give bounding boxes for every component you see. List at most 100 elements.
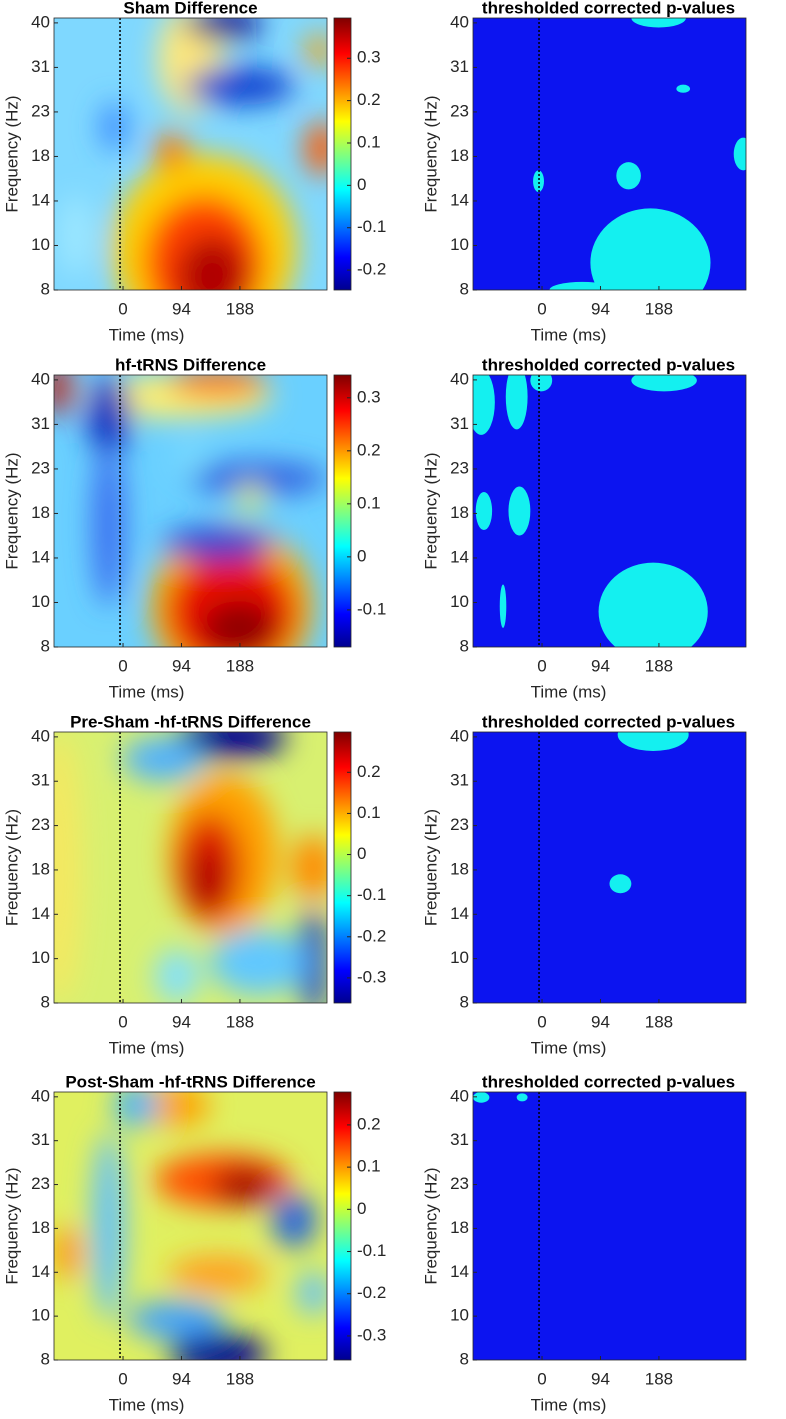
heatmap-blob <box>144 1092 210 1127</box>
heatmap-blob <box>176 235 248 290</box>
y-tick-label: 8 <box>41 279 50 298</box>
y-tick-label: 10 <box>31 1306 50 1325</box>
y-tick-label: 40 <box>450 369 469 388</box>
y-tick-label: 23 <box>31 101 50 120</box>
y-tick-label: 14 <box>450 190 469 209</box>
heatmap-blob <box>59 194 93 277</box>
y-tick-label: 10 <box>31 592 50 611</box>
heatmap-blob <box>176 732 287 760</box>
heatmap-blob <box>185 66 295 106</box>
y-axis-label: Frequency (Hz) <box>421 809 440 926</box>
colorbar <box>333 17 352 291</box>
plot-area <box>54 375 327 647</box>
y-tick-label: 18 <box>31 503 50 522</box>
colorbar-tick-label: -0.2 <box>357 926 386 945</box>
heatmap-blob <box>155 132 188 171</box>
plot-area <box>54 732 327 1003</box>
y-tick-label: 31 <box>31 57 50 76</box>
x-axis-label: Time (ms) <box>109 1038 185 1057</box>
y-tick-label: 14 <box>31 904 50 923</box>
significant-cluster <box>475 491 493 531</box>
significant-cluster <box>473 375 495 435</box>
significant-cluster <box>590 208 711 290</box>
x-tick-label: 0 <box>118 1369 127 1388</box>
heatmap-blob <box>190 462 327 495</box>
colorbar-tick-label: 0.2 <box>357 90 381 109</box>
colorbar-tick-label: 0.3 <box>357 48 381 67</box>
plot-area <box>473 18 746 290</box>
y-tick-label: 18 <box>450 859 469 878</box>
heatmap-field <box>59 18 327 290</box>
panel: 0 94 188 8 10 14 18 23 31 40 thresholded corrected… <box>421 1072 747 1414</box>
plot-area <box>54 1092 327 1360</box>
chart-title: thresholded corrected p-values <box>482 1072 735 1091</box>
colorbar <box>333 731 352 1004</box>
y-tick-label: 10 <box>31 948 50 967</box>
x-axis-label: Time (ms) <box>109 325 185 344</box>
colorbar-tick-label: 0 <box>357 1199 366 1218</box>
heatmap-blob <box>272 1193 317 1248</box>
panel: 0 94 188 8 10 14 18 23 31 40 thresholded corrected… <box>421 0 747 344</box>
y-tick-label: 31 <box>31 1130 50 1149</box>
y-tick-label: 31 <box>450 771 469 790</box>
chart-title: hf-tRNS Difference <box>115 355 266 374</box>
y-tick-label: 14 <box>31 1262 50 1281</box>
x-tick-label: 188 <box>226 656 254 675</box>
y-tick-label: 18 <box>31 146 50 165</box>
y-tick-label: 18 <box>31 1218 50 1237</box>
y-tick-label: 23 <box>31 458 50 477</box>
x-tick-label: 0 <box>537 299 546 318</box>
significant-cluster <box>616 162 641 190</box>
significant-cluster <box>617 732 689 751</box>
colorbar-tick-label: 0 <box>357 844 366 863</box>
significant-cluster <box>505 375 528 430</box>
panel: -0.3 -0.2 -0.1 0 0.1 0.2 0 94 188 8 10 14 18 23 31 40 Pr… <box>2 712 386 1057</box>
y-tick-label: 10 <box>450 235 469 254</box>
axes-box <box>472 374 747 648</box>
colorbar <box>333 374 352 648</box>
colorbar-tick-label: -0.1 <box>357 217 386 236</box>
x-axis-label: Time (ms) <box>109 1395 185 1414</box>
significant-cluster <box>508 486 531 536</box>
y-tick-label: 31 <box>450 57 469 76</box>
colorbar-tick-label: -0.2 <box>357 260 386 279</box>
chart-title: Sham Difference <box>123 0 257 17</box>
heatmap-blob <box>168 1255 267 1293</box>
colorbar <box>333 1091 352 1361</box>
heatmap-blob <box>54 732 82 1003</box>
x-tick-label: 94 <box>172 1012 191 1031</box>
y-tick-label: 8 <box>41 1349 50 1368</box>
colorbar-tick-label: 0.2 <box>357 440 381 459</box>
heatmap-blob <box>114 1092 158 1127</box>
y-axis-label: Frequency (Hz) <box>2 95 21 212</box>
colorbar-tick-label: 0.1 <box>357 1157 381 1176</box>
panel: 0 94 188 8 10 14 18 23 31 40 thresholded corrected… <box>421 355 747 701</box>
chart-title: thresholded corrected p-values <box>482 355 735 374</box>
mask-bg <box>473 732 746 1003</box>
y-axis-label: Frequency (Hz) <box>421 95 440 212</box>
plot-area <box>473 732 746 1003</box>
colorbar-tick-label: -0.1 <box>357 599 386 618</box>
colorbar-tick-label: -0.3 <box>357 1325 386 1344</box>
x-axis-label: Time (ms) <box>531 325 607 344</box>
colorbar-tick-label: -0.2 <box>357 1283 386 1302</box>
y-tick-label: 8 <box>460 1349 469 1368</box>
y-tick-label: 23 <box>450 101 469 120</box>
y-tick-label: 23 <box>450 1174 469 1193</box>
y-tick-label: 8 <box>41 636 50 655</box>
plot-area <box>473 375 746 647</box>
y-axis-label: Frequency (Hz) <box>2 1167 21 1284</box>
y-tick-label: 8 <box>460 279 469 298</box>
y-tick-label: 8 <box>460 992 469 1011</box>
y-tick-label: 8 <box>41 992 50 1011</box>
plot-area <box>54 18 327 290</box>
axes-box <box>53 1091 328 1361</box>
y-tick-label: 18 <box>450 146 469 165</box>
y-axis-label: Frequency (Hz) <box>421 1167 440 1284</box>
y-tick-label: 18 <box>450 1218 469 1237</box>
y-axis-label: Frequency (Hz) <box>2 809 21 926</box>
heatmap-blob <box>168 1333 267 1360</box>
mask-bg <box>473 1092 746 1360</box>
y-tick-label: 31 <box>450 414 469 433</box>
